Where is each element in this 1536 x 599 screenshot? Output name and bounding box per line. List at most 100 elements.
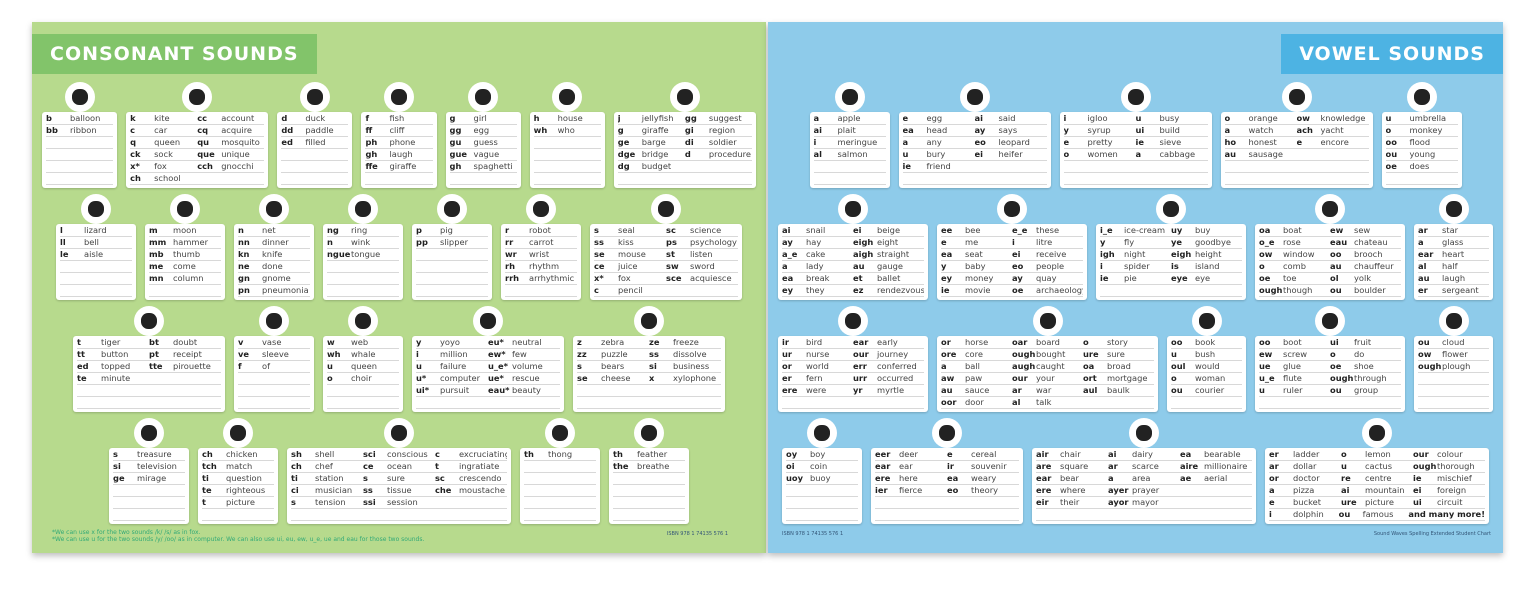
grapheme: gue — [449, 149, 468, 159]
example-word: ribbon — [70, 125, 97, 135]
example-word: few — [512, 349, 527, 359]
sound-icon — [64, 82, 95, 112]
sound-pair: e encore — [1297, 137, 1369, 148]
sound-pair: a glass — [1418, 237, 1489, 248]
example-word: height — [1195, 249, 1222, 259]
sound-pair: o do — [1330, 349, 1401, 360]
card-line — [46, 173, 114, 185]
sound-pair: si television — [113, 461, 185, 472]
card-line: n net — [238, 225, 310, 237]
example-word: apple — [837, 113, 861, 123]
card-line: i meringue — [813, 137, 886, 149]
sound-pair: q queen — [130, 137, 197, 148]
card-line — [1100, 285, 1242, 297]
sound-icon — [182, 82, 213, 112]
sound-icon — [1315, 306, 1345, 336]
grapheme: u — [416, 361, 422, 371]
card-line — [524, 461, 596, 473]
card-line: t picture — [202, 497, 274, 509]
card-line: ck sock que unique — [130, 149, 265, 161]
grapheme: n — [238, 225, 244, 235]
example-word: sock — [154, 149, 173, 159]
example-word: treasure — [137, 449, 172, 459]
example-word: queen — [351, 361, 377, 371]
grapheme: o — [1259, 261, 1265, 271]
grapheme: al — [813, 149, 822, 159]
example-word: syrup — [1087, 125, 1111, 135]
sound-pair: ough bought — [1012, 349, 1083, 360]
card-line — [149, 285, 221, 297]
card-line — [533, 161, 601, 173]
card-line — [238, 373, 310, 385]
grapheme: ei — [853, 225, 862, 235]
card-line: zz puzzle ss dissolve — [577, 349, 721, 361]
card-line: ge barge di soldier — [617, 137, 752, 149]
card-line — [786, 509, 858, 521]
sound-pair: ar scarce — [1108, 461, 1180, 472]
grapheme: ph — [365, 137, 378, 147]
card-line: bb ribbon — [46, 125, 114, 137]
sound-pair: al half — [1418, 261, 1489, 272]
grapheme: qu — [197, 137, 210, 147]
sound-pair: eo leopard — [975, 137, 1047, 148]
card-line: wh whale — [327, 349, 399, 361]
sound-pair: th thong — [524, 449, 596, 460]
example-word: these — [1036, 225, 1060, 235]
example-word: sergeant — [1442, 285, 1479, 295]
card-line — [1036, 509, 1252, 521]
sound-pair: i meringue — [814, 137, 886, 148]
card-line: s seal sc science — [594, 225, 738, 237]
card-line: o_e rose eau chateau — [1259, 237, 1401, 249]
card-line — [202, 509, 274, 521]
card-line: th thong — [524, 449, 596, 461]
card-line — [613, 509, 685, 521]
sound-pair: ol yolk — [1330, 273, 1401, 284]
example-word: crescendo — [458, 473, 502, 483]
grapheme: f — [238, 361, 242, 371]
card-line: ere were yr myrtle — [782, 385, 924, 397]
card-line: i spider is island — [1100, 261, 1242, 273]
grapheme: y — [1063, 125, 1069, 135]
sound-pair: ear bear — [1036, 473, 1108, 484]
example-word: cliff — [389, 125, 405, 135]
example-word: pizza — [1293, 485, 1315, 495]
card-line — [46, 137, 114, 149]
sound-pair: igh night — [1100, 249, 1171, 260]
grapheme: au — [1330, 261, 1342, 271]
example-word: slipper — [440, 237, 468, 247]
grapheme: ar — [1107, 461, 1118, 471]
card-line — [327, 285, 399, 297]
sound-icon — [545, 418, 575, 448]
card-line: dge bridge d procedure — [617, 149, 752, 161]
example-word: millionaire — [1203, 461, 1248, 471]
grapheme: cch — [197, 161, 213, 171]
card-line — [577, 385, 721, 397]
sound-pair: or horse — [941, 337, 1012, 348]
grapheme: si — [649, 361, 657, 371]
example-word: baby — [965, 261, 986, 271]
grapheme: di — [684, 137, 694, 147]
grapheme: rh — [505, 261, 515, 271]
example-word: of — [262, 361, 270, 371]
example-word: conferred — [877, 361, 917, 371]
example-word: whale — [351, 349, 376, 359]
example-word: ear — [899, 461, 913, 471]
card-row: a apple ai plait i meringue al salmon e egg ai said… — [778, 82, 1493, 224]
grapheme: ch — [130, 173, 141, 183]
sound-pair: eau* beauty — [488, 385, 560, 396]
grapheme: oo — [1259, 337, 1271, 347]
card-line: ti question — [202, 473, 274, 485]
grapheme: s — [577, 361, 582, 371]
example-word: wink — [351, 237, 371, 247]
sound-pair: ou courier — [1171, 385, 1242, 396]
card-line: l lizard — [60, 225, 132, 237]
card-line: a watch ach yacht — [1224, 125, 1369, 137]
grapheme: oo — [1171, 337, 1183, 347]
grapheme: c — [434, 449, 440, 459]
example-word: tissue — [386, 485, 412, 495]
card-line: gue vague — [449, 149, 517, 161]
card-line: ed filled — [281, 137, 349, 149]
card-line: ui* pursuit eau* beauty — [416, 385, 560, 397]
example-word: chauffeur — [1354, 261, 1394, 271]
grapheme: ps — [666, 237, 677, 247]
